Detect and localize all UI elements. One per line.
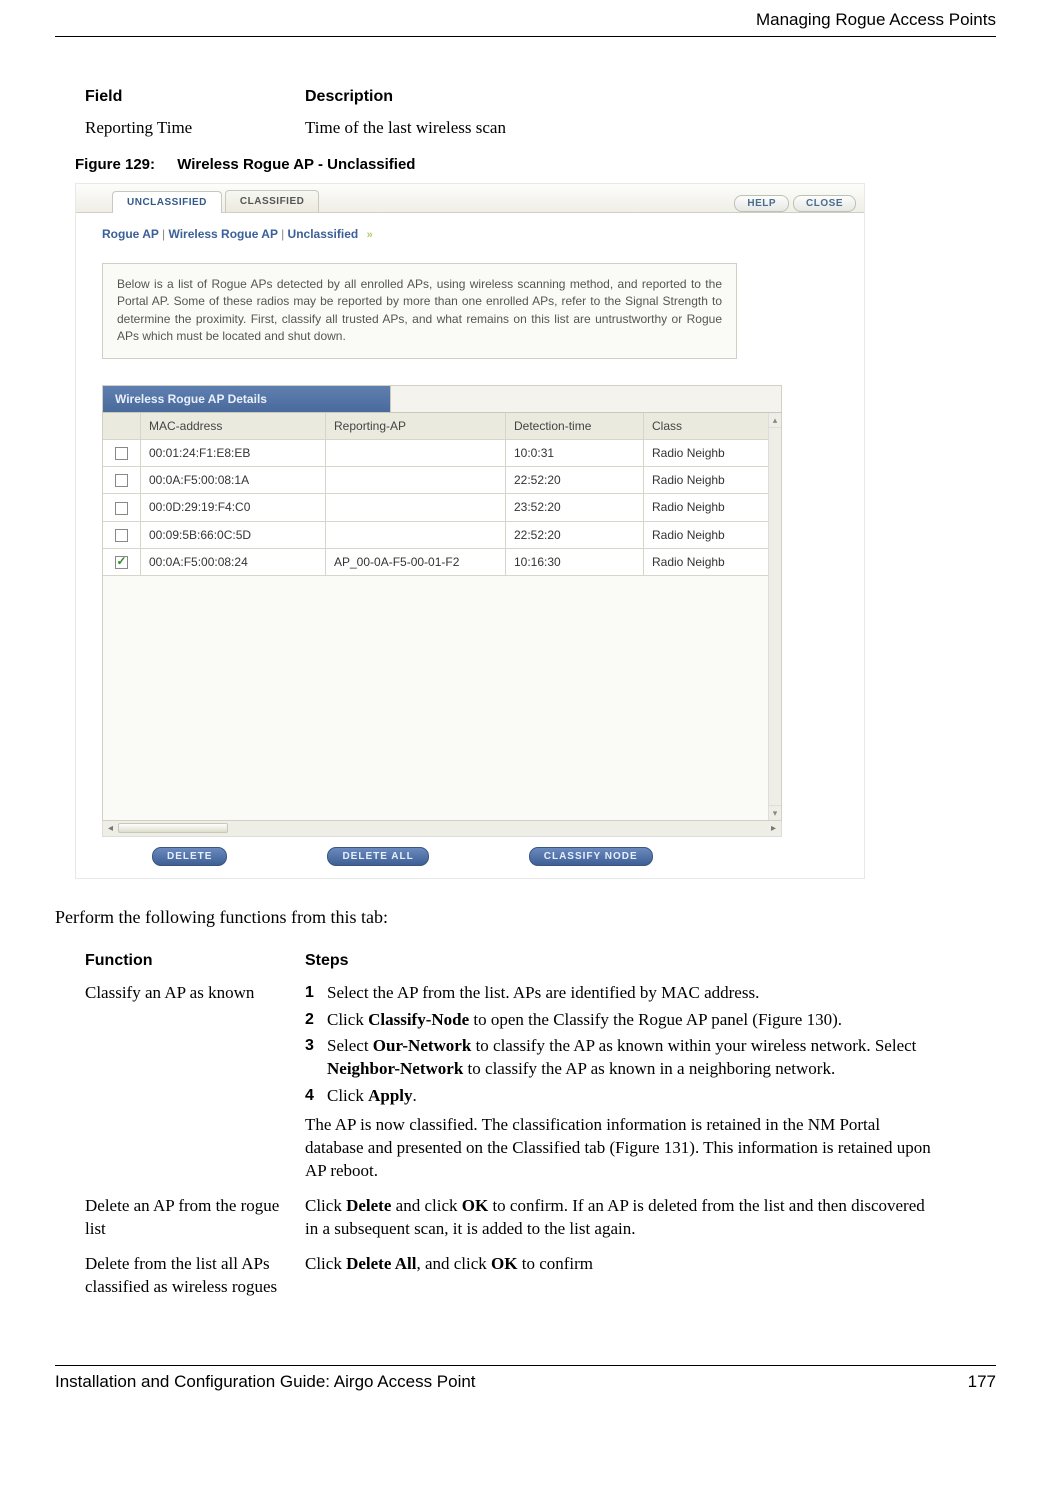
cell-mac: 00:01:24:F1:E8:EB <box>141 440 326 467</box>
scroll-thumb[interactable] <box>118 823 228 833</box>
info-text: Below is a list of Rogue APs detected by… <box>102 263 737 359</box>
cell-mac: 00:09:5B:66:0C:5D <box>141 522 326 549</box>
cell-reporting-ap <box>326 522 506 549</box>
field-description-table: Field Description Reporting Time Time of… <box>85 82 1026 144</box>
col-mac: MAC-address <box>141 413 326 440</box>
cell-reporting-ap: AP_00-0A-F5-00-01-F2 <box>326 549 506 576</box>
table-row[interactable]: 00:0A:F5:00:08:1A 22:52:20Radio Neighb <box>103 467 768 494</box>
cell-class: Radio Neighb <box>644 549 768 576</box>
after-figure-text: Perform the following functions from thi… <box>55 907 996 928</box>
steps-cell: Click Delete All, and click OK to confir… <box>305 1247 951 1305</box>
cell-class: Radio Neighb <box>644 440 768 467</box>
details-panel: Wireless Rogue AP Details MAC-address Re… <box>102 385 782 821</box>
tab-classified[interactable]: CLASSIFIED <box>225 190 319 212</box>
row-checkbox[interactable] <box>115 447 128 460</box>
steps-cell: Click Delete and click OK to confirm. If… <box>305 1189 951 1247</box>
cell-reporting-ap <box>326 440 506 467</box>
scrollbar-vertical[interactable]: ▴ ▾ <box>768 413 781 820</box>
table-row[interactable]: 00:0A:F5:00:08:24AP_00-0A-F5-00-01-F210:… <box>103 549 768 576</box>
breadcrumb-a: Rogue AP <box>102 227 159 241</box>
table-row[interactable]: 00:0D:29:19:F4:C0 23:52:20Radio Neighb <box>103 494 768 521</box>
function-cell: Delete from the list all APs classified … <box>85 1247 305 1305</box>
figure-caption: Figure 129: Wireless Rogue AP - Unclassi… <box>75 156 996 173</box>
screenshot-topbar: UNCLASSIFIED CLASSIFIED HELP CLOSE <box>76 184 864 213</box>
step-item: 2Click Classify-Node to open the Classif… <box>305 1009 939 1032</box>
cell-mac: 00:0A:F5:00:08:1A <box>141 467 326 494</box>
function-cell: Delete an AP from the rogue list <box>85 1189 305 1247</box>
scroll-up-icon[interactable]: ▴ <box>769 413 781 428</box>
page-header: Managing Rogue Access Points <box>55 10 996 37</box>
cell-reporting-ap <box>326 467 506 494</box>
scroll-left-icon[interactable]: ◂ <box>103 823 118 834</box>
breadcrumb-b: Wireless Rogue AP <box>168 227 277 241</box>
action-buttons: DELETE DELETE ALL CLASSIFY NODE <box>102 837 848 870</box>
cell-class: Radio Neighb <box>644 494 768 521</box>
footer-page-number: 177 <box>968 1372 996 1392</box>
row-checkbox[interactable] <box>115 529 128 542</box>
cell-detection-time: 10:0:31 <box>506 440 644 467</box>
steps-cell: 1Select the AP from the list. APs are id… <box>305 976 951 1190</box>
breadcrumb-c: Unclassified <box>288 227 359 241</box>
step-item: 3Select Our-Network to classify the AP a… <box>305 1035 939 1081</box>
close-button[interactable]: CLOSE <box>793 195 856 212</box>
col-class: Class <box>644 413 768 440</box>
cell-mac: 00:0A:F5:00:08:24 <box>141 549 326 576</box>
table-row[interactable]: 00:01:24:F1:E8:EB 10:0:31Radio Neighb <box>103 440 768 467</box>
col-reporting-ap: Reporting-AP <box>326 413 506 440</box>
steps-header: Steps <box>305 946 951 976</box>
function-header: Function <box>85 946 305 976</box>
details-title: Wireless Rogue AP Details <box>103 386 391 413</box>
cell-detection-time: 10:16:30 <box>506 549 644 576</box>
classify-node-button[interactable]: CLASSIFY NODE <box>529 847 653 866</box>
step-item: 1Select the AP from the list. APs are id… <box>305 982 939 1005</box>
delete-all-button[interactable]: DELETE ALL <box>327 847 428 866</box>
function-steps-table: Function Steps Classify an AP as known1S… <box>85 946 951 1305</box>
scroll-right-icon[interactable]: ▸ <box>766 823 781 834</box>
grid-body: 00:01:24:F1:E8:EB10:0:31Radio Neighb00:0… <box>103 440 768 820</box>
figure-label: Figure 129: <box>75 156 155 173</box>
description-header: Description <box>305 82 1026 112</box>
step-item: 4Click Apply. <box>305 1085 939 1108</box>
function-cell: Classify an AP as known <box>85 976 305 1190</box>
header-text: Managing Rogue Access Points <box>756 10 996 29</box>
step-note: The AP is now classified. The classifica… <box>305 1114 939 1183</box>
field-header: Field <box>85 82 305 112</box>
cell-reporting-ap <box>326 494 506 521</box>
breadcrumb: Rogue AP | Wireless Rogue AP | Unclassif… <box>102 227 848 241</box>
cell-detection-time: 23:52:20 <box>506 494 644 521</box>
screenshot-body: Rogue AP | Wireless Rogue AP | Unclassif… <box>76 213 864 878</box>
description-cell: Time of the last wireless scan <box>305 112 1026 144</box>
cell-class: Radio Neighb <box>644 522 768 549</box>
tab-unclassified[interactable]: UNCLASSIFIED <box>112 191 222 213</box>
chevron-right-icon: » <box>366 229 371 241</box>
col-detection-time: Detection-time <box>506 413 644 440</box>
row-checkbox[interactable] <box>115 556 128 569</box>
footer-left: Installation and Configuration Guide: Ai… <box>55 1372 968 1392</box>
cell-class: Radio Neighb <box>644 467 768 494</box>
row-checkbox[interactable] <box>115 502 128 515</box>
help-button[interactable]: HELP <box>734 195 789 212</box>
table-row[interactable]: 00:09:5B:66:0C:5D 22:52:20Radio Neighb <box>103 522 768 549</box>
row-checkbox[interactable] <box>115 474 128 487</box>
grid-header: MAC-address Reporting-AP Detection-time … <box>103 413 768 440</box>
cell-detection-time: 22:52:20 <box>506 467 644 494</box>
delete-button[interactable]: DELETE <box>152 847 227 866</box>
scroll-down-icon[interactable]: ▾ <box>769 805 781 820</box>
rogue-ap-grid: MAC-address Reporting-AP Detection-time … <box>103 413 781 820</box>
cell-detection-time: 22:52:20 <box>506 522 644 549</box>
page-footer: Installation and Configuration Guide: Ai… <box>55 1365 996 1392</box>
screenshot-rogue-ap: UNCLASSIFIED CLASSIFIED HELP CLOSE Rogue… <box>75 183 865 879</box>
scrollbar-horizontal[interactable]: ◂ ▸ <box>102 821 782 837</box>
figure-title: Wireless Rogue AP - Unclassified <box>177 156 415 173</box>
cell-mac: 00:0D:29:19:F4:C0 <box>141 494 326 521</box>
field-cell: Reporting Time <box>85 112 305 144</box>
